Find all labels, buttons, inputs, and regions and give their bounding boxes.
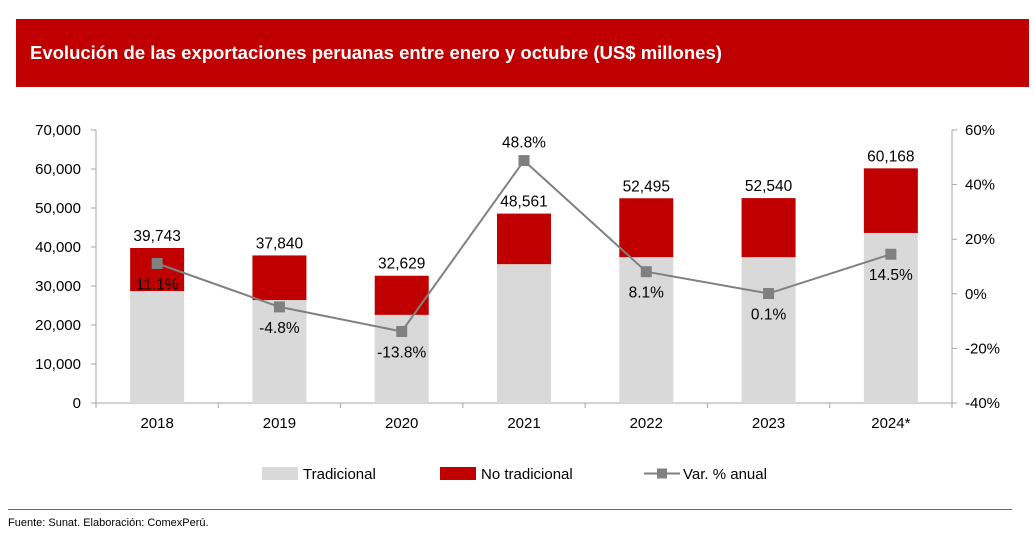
bar-non-traditional	[497, 213, 551, 265]
variation-marker	[151, 257, 163, 269]
variation-marker	[640, 266, 652, 278]
variation-marker	[396, 325, 408, 337]
x-tick-label: 2022	[630, 415, 663, 432]
right-tick-label: 20%	[965, 231, 995, 248]
bar-traditional	[863, 232, 918, 403]
total-label: 52,495	[623, 178, 670, 195]
bar-traditional	[497, 264, 551, 403]
left-tick-label: 20,000	[35, 317, 81, 334]
bar-non-traditional	[252, 255, 307, 301]
total-label: 52,540	[745, 178, 793, 195]
chart-title: Evolución de las exportaciones peruanas …	[30, 42, 722, 63]
left-tick-label: 30,000	[35, 278, 81, 295]
x-tick-label: 2020	[385, 415, 418, 432]
bar-non-traditional	[741, 198, 796, 258]
variation-label: 14.5%	[869, 267, 913, 284]
footer-divider	[8, 509, 1012, 510]
bar-non-traditional	[863, 168, 918, 233]
variation-label: -4.8%	[259, 320, 300, 337]
right-tick-label: 0%	[965, 286, 987, 303]
bar-non-traditional	[619, 198, 674, 258]
total-label: 32,629	[378, 256, 425, 273]
variation-label: -13.8%	[377, 344, 426, 361]
x-tick-label: 2018	[140, 415, 173, 432]
variation-label: 11.1%	[136, 276, 179, 293]
variation-marker	[763, 288, 775, 300]
legend-label-variation: Var. % anual	[683, 466, 767, 483]
legend-marker-variation	[657, 468, 667, 479]
legend-label-non-traditional: No tradicional	[481, 466, 573, 483]
bar-traditional	[741, 257, 796, 403]
x-tick-label: 2023	[752, 415, 785, 432]
source-note: Fuente: Sunat. Elaboración: ComexPerú.	[8, 517, 209, 529]
title-banner: Evolución de las exportaciones peruanas …	[16, 19, 1029, 87]
legend-swatch-non-traditional	[440, 467, 476, 480]
bar-traditional	[130, 291, 185, 403]
left-tick-label: 40,000	[35, 239, 81, 256]
data-labels: 39,743 37,840 32,629 48,561 52,495 52,540 60,1…	[133, 135, 914, 362]
left-tick-label: 60,000	[35, 161, 81, 178]
total-label: 48,561	[500, 194, 547, 211]
variation-marker	[885, 248, 897, 260]
right-tick-label: -20%	[965, 340, 1000, 357]
x-tick-label: 2021	[507, 415, 540, 432]
variation-line	[151, 155, 897, 337]
legend: Tradicional No tradicional Var. % anual	[262, 466, 767, 483]
variation-label: 48.8%	[502, 135, 546, 152]
variation-marker	[518, 155, 530, 167]
variation-label: 8.1%	[629, 285, 665, 302]
legend-label-traditional: Tradicional	[303, 466, 376, 483]
right-tick-label: -40%	[965, 395, 1000, 412]
x-tick-label: 2024*	[871, 415, 910, 432]
left-tick-label: 10,000	[35, 356, 81, 373]
variation-label: 0.1%	[751, 307, 787, 324]
x-tick-label: 2019	[263, 415, 296, 432]
bars	[130, 168, 918, 403]
left-tick-label: 0	[73, 395, 81, 412]
right-tick-label: 60%	[965, 122, 995, 139]
chart-area: 0 10,000 20,000 30,000 40,000 50,000 60,000 70,…	[35, 122, 1000, 483]
right-tick-label: 40%	[965, 177, 995, 194]
variation-marker	[273, 301, 285, 313]
legend-swatch-traditional	[262, 467, 298, 480]
right-axis: -40% -20% 0% 20% 40% 60%	[951, 122, 1000, 412]
total-label: 60,168	[867, 148, 914, 165]
bar-traditional	[619, 257, 674, 403]
x-axis: 2018 2019 2020 2021 2022 2023 2024*	[95, 402, 953, 432]
bar-traditional	[252, 300, 307, 403]
total-label: 39,743	[133, 228, 180, 245]
left-tick-label: 50,000	[35, 200, 81, 217]
total-label: 37,840	[256, 235, 304, 252]
left-tick-label: 70,000	[35, 122, 81, 139]
left-axis: 0 10,000 20,000 30,000 40,000 50,000 60,000 70,…	[35, 122, 97, 412]
bar-non-traditional	[374, 275, 429, 315]
